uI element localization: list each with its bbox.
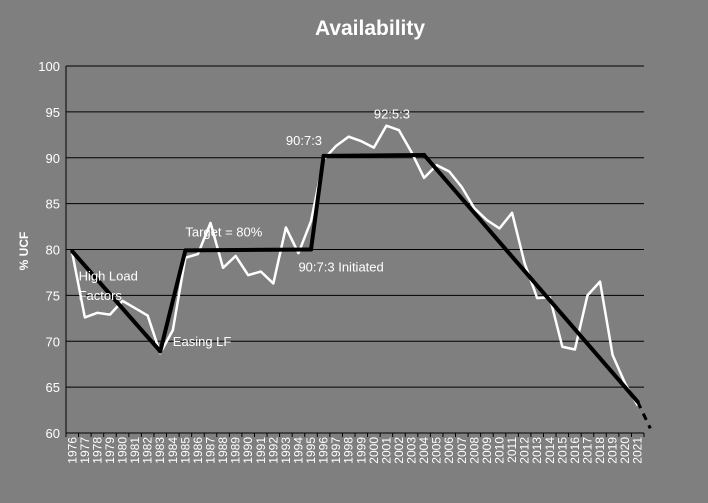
trend-dashed-extension xyxy=(636,401,652,430)
x-tick-label: 2014 xyxy=(543,437,557,464)
y-tick-label: 90 xyxy=(46,151,60,166)
x-tick-label: 1989 xyxy=(229,437,243,464)
y-axis-label: % UCF xyxy=(17,232,31,271)
x-tick-label: 2021 xyxy=(631,437,645,464)
annotation-label: Target = 80% xyxy=(185,225,262,240)
x-tick-label: 2008 xyxy=(467,437,481,464)
annotation-label: High Load xyxy=(79,269,138,284)
gridlines xyxy=(66,65,644,388)
y-tick-label: 60 xyxy=(46,426,60,441)
y-tick-label: 100 xyxy=(38,59,60,74)
trend-segment xyxy=(309,153,326,252)
x-tick-label: 2003 xyxy=(405,437,419,464)
x-tick-label: 1994 xyxy=(291,437,305,464)
x-tick-label: 1985 xyxy=(178,437,192,464)
x-tick-label: 1987 xyxy=(204,437,218,464)
annotations: High Load Factors Easing LF Target = 80% 90:… xyxy=(79,106,410,349)
annotation-label: 92:5:3 xyxy=(374,106,410,121)
x-tick-label: 1999 xyxy=(354,437,368,464)
y-tick-label: 70 xyxy=(46,334,60,349)
x-tick-label: 1996 xyxy=(317,437,331,464)
x-tick-label: 1977 xyxy=(78,437,92,464)
x-tick-label: 2001 xyxy=(379,437,393,464)
y-tick-label: 80 xyxy=(46,243,60,258)
x-tick-label: 2006 xyxy=(442,437,456,464)
series-line-actual xyxy=(71,124,639,407)
x-tick-label: 2013 xyxy=(530,437,544,464)
x-tick-label: 2004 xyxy=(417,437,431,464)
x-tick-label: 1995 xyxy=(304,437,318,464)
x-tick-label: 2005 xyxy=(430,437,444,464)
x-tick-label: 1992 xyxy=(266,437,280,464)
x-tick-label: 2018 xyxy=(593,437,607,464)
axes: 6065707580859095100197619771978197919801… xyxy=(38,59,644,464)
trend-segment xyxy=(183,247,314,253)
trend-segment xyxy=(158,248,188,354)
annotation-label: 90:7:3 xyxy=(286,133,322,148)
x-tick-label: 1981 xyxy=(128,437,142,464)
x-tick-label: 1976 xyxy=(65,437,79,464)
x-tick-label: 1983 xyxy=(153,437,167,464)
annotation-label: 90:7:3 Initiated xyxy=(298,260,383,275)
x-tick-label: 2016 xyxy=(568,437,582,464)
y-tick-label: 95 xyxy=(46,105,60,120)
annotation-label: Easing LF xyxy=(173,334,232,349)
x-tick-label: 2002 xyxy=(392,437,406,464)
trend-segment xyxy=(422,152,640,404)
y-tick-label: 85 xyxy=(46,197,60,212)
annotation-label: Factors xyxy=(79,288,123,303)
x-tick-label: 1978 xyxy=(90,437,104,464)
x-tick-label: 2000 xyxy=(367,437,381,464)
x-tick-label: 1993 xyxy=(279,437,293,464)
x-tick-label: 1980 xyxy=(116,437,130,464)
x-tick-label: 2009 xyxy=(480,437,494,464)
trend-segment xyxy=(70,249,163,354)
x-tick-label: 2020 xyxy=(618,437,632,464)
x-tick-label: 2007 xyxy=(455,437,469,464)
x-tick-label: 1982 xyxy=(141,437,155,464)
trend-segment xyxy=(321,152,427,158)
x-tick-label: 1984 xyxy=(166,437,180,464)
x-tick-label: 1997 xyxy=(329,437,343,464)
series-lines xyxy=(70,124,652,430)
x-tick-label: 1998 xyxy=(342,437,356,464)
y-tick-label: 75 xyxy=(46,288,60,303)
x-tick-label: 2017 xyxy=(580,437,594,464)
x-tick-label: 1986 xyxy=(191,437,205,464)
x-tick-label: 2011 xyxy=(505,437,519,463)
x-tick-label: 2015 xyxy=(555,437,569,464)
x-tick-label: 2019 xyxy=(606,437,620,464)
x-tick-label: 2010 xyxy=(493,437,507,464)
x-tick-label: 1990 xyxy=(241,437,255,464)
x-tick-label: 1988 xyxy=(216,437,230,464)
x-tick-label: 1991 xyxy=(254,437,268,464)
chart-title: Availability xyxy=(315,17,425,40)
y-tick-label: 65 xyxy=(46,380,60,395)
x-tick-label: 2012 xyxy=(518,437,532,464)
x-tick-label: 1979 xyxy=(103,437,117,464)
